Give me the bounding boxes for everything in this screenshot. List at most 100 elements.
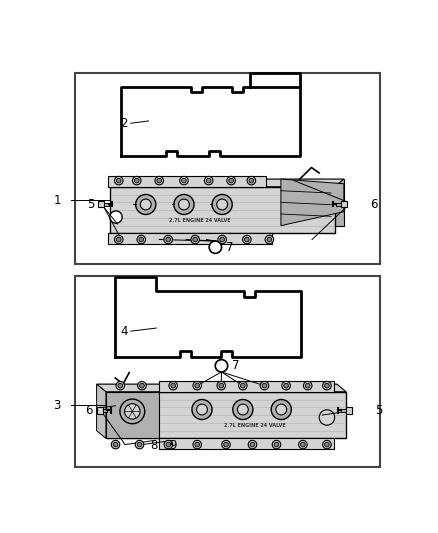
- Circle shape: [114, 176, 123, 185]
- Circle shape: [323, 440, 331, 449]
- Circle shape: [179, 199, 189, 210]
- Circle shape: [237, 404, 248, 415]
- Circle shape: [217, 199, 228, 210]
- Circle shape: [325, 442, 329, 447]
- Circle shape: [180, 176, 188, 185]
- Text: 7: 7: [232, 359, 240, 372]
- Bar: [336, 203, 341, 206]
- Circle shape: [222, 440, 230, 449]
- Circle shape: [271, 400, 291, 419]
- Circle shape: [227, 176, 235, 185]
- Polygon shape: [97, 384, 106, 439]
- Circle shape: [304, 382, 312, 390]
- Polygon shape: [97, 384, 346, 392]
- Bar: [75, 73, 380, 264]
- Circle shape: [299, 440, 307, 449]
- Circle shape: [325, 383, 329, 388]
- Circle shape: [117, 237, 121, 242]
- Bar: [159, 439, 334, 449]
- Polygon shape: [119, 179, 344, 225]
- Bar: [342, 409, 346, 412]
- Circle shape: [193, 440, 201, 449]
- Circle shape: [140, 199, 151, 210]
- Circle shape: [124, 403, 140, 419]
- Circle shape: [138, 382, 146, 390]
- Circle shape: [265, 235, 274, 244]
- Circle shape: [166, 237, 170, 242]
- Text: 3: 3: [53, 399, 61, 411]
- Circle shape: [197, 404, 208, 415]
- Circle shape: [117, 179, 121, 183]
- Circle shape: [192, 400, 212, 419]
- Polygon shape: [110, 179, 344, 187]
- Bar: [159, 381, 334, 392]
- Text: 6: 6: [370, 198, 378, 211]
- Circle shape: [195, 442, 200, 447]
- Bar: [108, 233, 272, 244]
- Circle shape: [155, 176, 163, 185]
- Text: 5: 5: [87, 198, 94, 211]
- Circle shape: [164, 440, 173, 449]
- Circle shape: [284, 383, 288, 388]
- Polygon shape: [250, 73, 300, 87]
- Circle shape: [120, 399, 145, 424]
- Circle shape: [169, 382, 177, 390]
- Circle shape: [274, 442, 279, 447]
- Circle shape: [243, 235, 251, 244]
- Bar: [97, 407, 103, 414]
- Text: 4: 4: [120, 325, 127, 337]
- Circle shape: [249, 179, 254, 183]
- Circle shape: [132, 176, 141, 185]
- Circle shape: [233, 400, 253, 419]
- Circle shape: [239, 382, 247, 390]
- Circle shape: [272, 440, 281, 449]
- Circle shape: [195, 383, 200, 388]
- Circle shape: [157, 179, 162, 183]
- Circle shape: [174, 195, 194, 214]
- Text: 8: 8: [151, 439, 158, 451]
- Circle shape: [110, 211, 122, 223]
- Circle shape: [114, 235, 123, 244]
- Circle shape: [319, 410, 335, 425]
- Bar: [106, 392, 346, 439]
- Circle shape: [267, 237, 272, 242]
- Circle shape: [136, 195, 156, 214]
- Polygon shape: [115, 277, 301, 357]
- Circle shape: [240, 383, 245, 388]
- Circle shape: [219, 383, 223, 388]
- Circle shape: [111, 440, 120, 449]
- Circle shape: [166, 442, 171, 447]
- Bar: [103, 409, 107, 412]
- Bar: [104, 203, 109, 206]
- Circle shape: [220, 237, 224, 242]
- Text: 2.7L ENGINE 24 VALVE: 2.7L ENGINE 24 VALVE: [224, 423, 286, 428]
- Circle shape: [164, 235, 173, 244]
- Circle shape: [300, 442, 305, 447]
- Text: 9: 9: [169, 439, 177, 451]
- Circle shape: [215, 360, 228, 372]
- Circle shape: [182, 179, 186, 183]
- Circle shape: [137, 442, 142, 447]
- Circle shape: [206, 179, 211, 183]
- Circle shape: [224, 442, 228, 447]
- Bar: [346, 407, 352, 414]
- Circle shape: [218, 235, 226, 244]
- Bar: [108, 176, 265, 187]
- Circle shape: [140, 383, 144, 388]
- Circle shape: [282, 382, 290, 390]
- Circle shape: [135, 440, 144, 449]
- Circle shape: [118, 383, 123, 388]
- Circle shape: [244, 237, 249, 242]
- Text: 2.7L ENGINE 24 VALVE: 2.7L ENGINE 24 VALVE: [169, 218, 230, 223]
- Polygon shape: [281, 179, 344, 225]
- Circle shape: [248, 440, 257, 449]
- Text: 5: 5: [376, 404, 383, 417]
- Circle shape: [247, 176, 256, 185]
- Circle shape: [193, 382, 201, 390]
- Circle shape: [260, 382, 269, 390]
- Circle shape: [209, 241, 222, 253]
- Circle shape: [116, 382, 124, 390]
- Circle shape: [305, 383, 310, 388]
- Circle shape: [212, 195, 232, 214]
- Circle shape: [205, 176, 213, 185]
